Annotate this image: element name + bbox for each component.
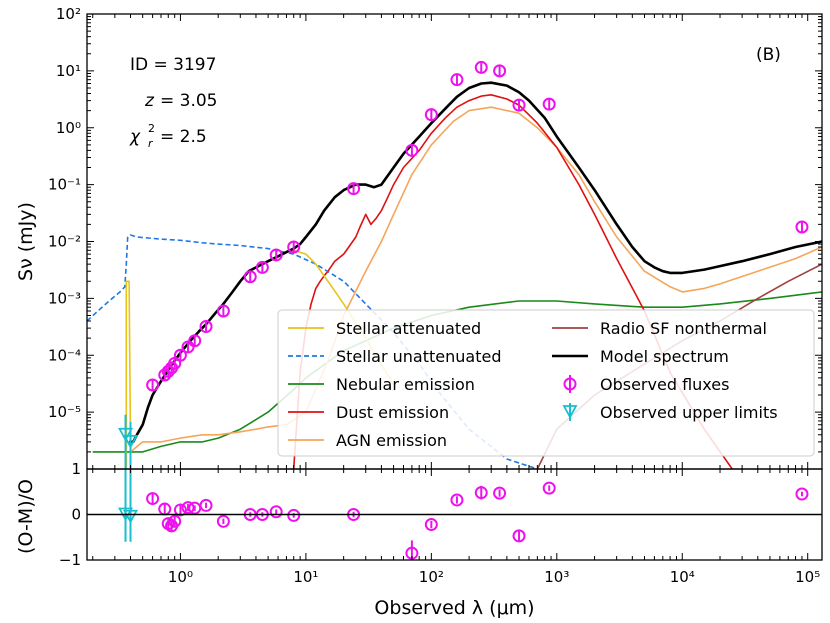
obs-flux-point [161,364,175,378]
upper-limit-marker [122,434,139,449]
y-tick-label-top: 10⁻¹ [48,176,81,194]
legend-box [277,309,815,457]
y-tick-label-top: 10⁻³ [48,289,81,307]
residual-point [450,493,464,507]
obs-flux-point [287,240,301,254]
legend-item: Stellar attenuated [288,319,481,338]
legend-marker-circle [563,377,577,391]
annotations: ID = 3197 z = 3.05 χ = 2.5 (B) 2 r [129,45,781,150]
legend-label: Radio SF nonthermal [600,319,767,338]
obs-flux-point [158,368,172,382]
legend-item: Stellar unattenuated [288,347,501,366]
obs-flux-point [542,97,556,111]
upper-limit-marker [118,427,134,442]
legend-item: AGN emission [288,431,447,450]
residual-point [216,514,230,528]
chi-subscript: r [148,137,154,150]
obs-flux-point [405,143,419,157]
chi-symbol: χ [129,127,141,147]
series-agn-emission [129,106,822,453]
residual-point [493,486,507,500]
residual-point [474,486,488,500]
top-panel-content [87,60,822,469]
legend-item: Nebular emission [288,375,475,394]
y-tick-label-top: 10⁻⁴ [48,346,81,364]
y-axis-title-top: Sν (mJy) [15,202,37,281]
obs-flux-point [216,304,230,318]
obs-flux-point [255,260,269,274]
chi-superscript: 2 [148,122,155,135]
obs-flux-point [493,64,507,78]
residual-point [181,501,195,515]
legend-item: Model spectrum [552,347,729,366]
residual-point [173,503,187,517]
legend-label: Stellar unattenuated [336,347,501,366]
upper-limit-residual-marker [122,509,139,524]
obs-flux-point [795,220,809,234]
legend-label: Stellar attenuated [336,319,481,338]
residual-point [168,514,182,528]
obs-flux-point [474,60,488,74]
obs-flux-point [243,270,257,284]
plot-layer [87,60,822,560]
legend-label: Nebular emission [336,375,475,394]
y-tick-label-top: 10² [56,5,81,23]
legend-label: Model spectrum [600,347,729,366]
y-axis-title-bottom: (O-M)/O [15,479,37,554]
y-tick-label-bottom: 1 [71,460,81,478]
legend-item: Radio SF nonthermal [552,319,767,338]
residual-point [542,481,556,495]
obs-flux-point [146,378,160,392]
x-tick-label: 10⁴ [670,568,695,586]
obs-flux-point [269,248,283,262]
y-tick-label-top: 10¹ [56,62,81,80]
series-model-spectrum [129,81,822,444]
legend-label: Dust emission [336,403,449,422]
y-tick-label-bottom: −1 [59,551,81,569]
x-tick-label: 10² [419,568,444,586]
obs-flux-point [173,348,187,362]
obs-flux-point [347,182,361,196]
y-tick-label-bottom: 0 [71,506,81,524]
legend-label: AGN emission [336,431,447,450]
x-tick-label: 10¹ [293,568,318,586]
legend-label: Observed fluxes [600,375,729,394]
x-tick-label: 10⁵ [795,568,820,586]
redshift-symbol: z [144,91,155,111]
obs-flux-point [512,98,526,112]
y-tick-label-top: 10⁻² [48,233,81,251]
source-id-label: ID = 3197 [130,55,216,75]
residual-point [199,498,213,512]
obs-flux-point [188,334,202,348]
panel-label: (B) [756,45,781,65]
x-tick-label: 10⁰ [168,568,193,586]
axes-layer: 10⁰ 10¹ 10² 10³ 10⁴ 10⁵10⁻⁵10⁻⁴10⁻³10⁻²10⁻¹10… [48,5,823,586]
legend-item: Dust emission [288,403,449,422]
series-stellar-unattenuated [87,234,538,469]
bottom-panel-content [87,469,822,560]
legend-marker-triangle [562,405,578,419]
residual-point [512,529,526,543]
residual-point [287,508,301,522]
redshift-value: = 3.05 [160,91,218,111]
obs-flux-point [199,320,213,334]
x-axis-title: Observed λ (μm) [374,597,534,619]
y-tick-label-top: 10⁻⁵ [48,403,81,421]
residual-point [795,487,809,501]
residual-point [269,505,283,519]
chi-squared-value: = 2.5 [160,127,207,147]
residual-point [146,492,160,506]
obs-flux-point [424,108,438,122]
legend-label: Observed upper limits [600,403,778,422]
legend-item: Observed fluxes [563,375,729,394]
series-dust-emission [292,94,733,469]
legend-item: Observed upper limits [562,403,778,422]
y-tick-label-top: 10⁰ [56,119,81,137]
legend: Stellar attenuated Stellar unattenuated Ne… [277,309,815,457]
residual-point [424,518,438,532]
x-tick-label: 10³ [544,568,569,586]
obs-flux-point [450,73,464,87]
